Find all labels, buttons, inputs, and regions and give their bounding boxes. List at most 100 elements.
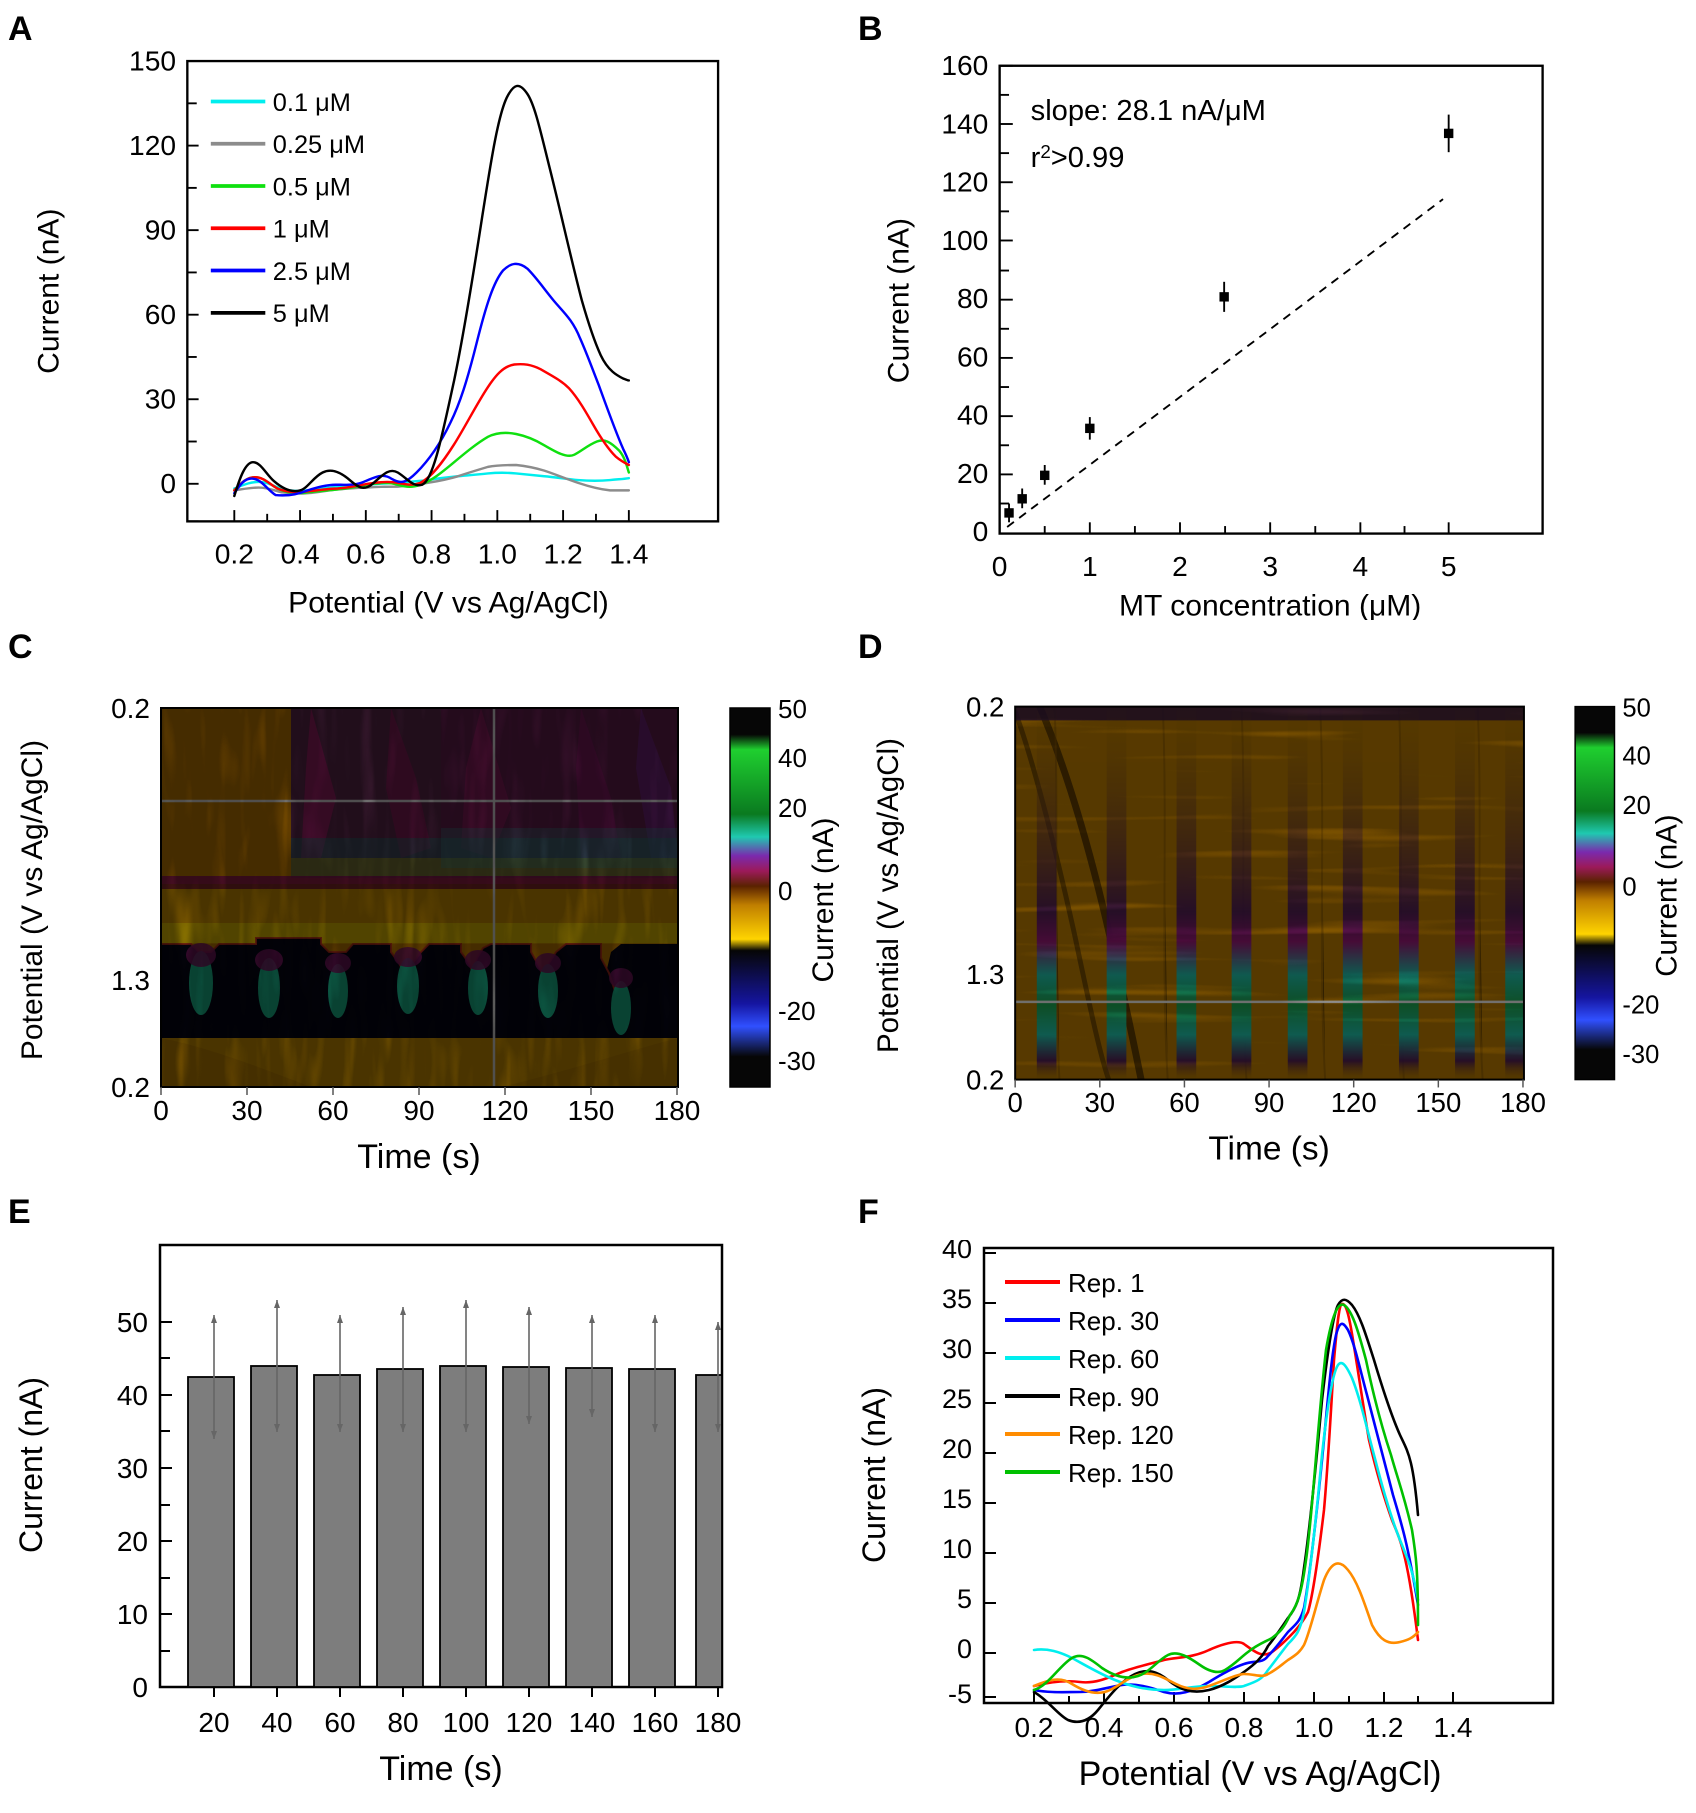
svg-text:Potential (V vs Ag/AgCl): Potential (V vs Ag/AgCl) — [16, 740, 49, 1060]
svg-text:Time (s): Time (s) — [1208, 1130, 1329, 1167]
svg-text:0.2: 0.2 — [966, 1064, 1004, 1095]
svg-text:Potential (V vs Ag/AgCl): Potential (V vs Ag/AgCl) — [288, 586, 609, 619]
svg-text:180: 180 — [1500, 1087, 1546, 1118]
svg-text:0: 0 — [992, 550, 1008, 582]
svg-text:150: 150 — [568, 1095, 615, 1126]
svg-text:30: 30 — [231, 1095, 262, 1126]
svg-text:2.5 μM: 2.5 μM — [273, 258, 351, 286]
svg-text:180: 180 — [695, 1707, 742, 1738]
svg-text:Rep. 60: Rep. 60 — [1068, 1344, 1159, 1374]
svg-text:3: 3 — [1262, 550, 1278, 582]
svg-text:160: 160 — [632, 1707, 679, 1738]
svg-text:1.4: 1.4 — [609, 538, 648, 570]
svg-text:20: 20 — [778, 793, 807, 823]
svg-text:150: 150 — [1415, 1087, 1461, 1118]
svg-text:40: 40 — [1622, 743, 1650, 771]
svg-text:0.4: 0.4 — [280, 538, 319, 570]
svg-text:0.6: 0.6 — [346, 538, 385, 570]
svg-text:4: 4 — [1353, 550, 1369, 582]
svg-text:90: 90 — [403, 1095, 434, 1126]
svg-text:1.2: 1.2 — [1365, 1712, 1404, 1743]
svg-text:0: 0 — [153, 1095, 169, 1126]
svg-text:5: 5 — [957, 1584, 972, 1614]
svg-text:90: 90 — [145, 214, 176, 246]
svg-text:1: 1 — [1082, 550, 1098, 582]
svg-text:Time (s): Time (s) — [379, 1750, 502, 1788]
svg-text:-30: -30 — [1622, 1041, 1659, 1069]
svg-text:r2>0.99: r2>0.99 — [1031, 141, 1125, 174]
svg-text:-20: -20 — [778, 996, 816, 1026]
svg-text:60: 60 — [1169, 1087, 1200, 1118]
svg-text:120: 120 — [482, 1095, 529, 1126]
svg-text:0: 0 — [778, 876, 792, 906]
svg-text:80: 80 — [387, 1707, 418, 1738]
svg-text:Potential (V vs Ag/AgCl): Potential (V vs Ag/AgCl) — [872, 738, 905, 1053]
svg-text:Current (nA): Current (nA) — [883, 218, 916, 383]
svg-text:20: 20 — [198, 1707, 229, 1738]
svg-text:Rep. 90: Rep. 90 — [1068, 1382, 1159, 1412]
svg-text:40: 40 — [261, 1707, 292, 1738]
svg-text:40: 40 — [778, 743, 807, 773]
svg-text:60: 60 — [324, 1707, 355, 1738]
svg-text:2: 2 — [1172, 550, 1188, 582]
svg-text:0: 0 — [132, 1672, 148, 1703]
svg-text:0: 0 — [1007, 1087, 1022, 1118]
svg-text:60: 60 — [317, 1095, 348, 1126]
svg-text:Potential (V vs Ag/AgCl): Potential (V vs Ag/AgCl) — [1079, 1755, 1442, 1793]
svg-text:-30: -30 — [778, 1046, 816, 1076]
svg-text:1.3: 1.3 — [966, 959, 1004, 990]
svg-text:30: 30 — [942, 1334, 972, 1364]
svg-text:20: 20 — [957, 457, 988, 489]
svg-text:30: 30 — [1084, 1087, 1115, 1118]
svg-text:20: 20 — [1622, 792, 1650, 820]
svg-text:120: 120 — [941, 166, 988, 198]
svg-text:140: 140 — [941, 107, 988, 139]
svg-text:Current (nA): Current (nA) — [856, 1387, 892, 1563]
svg-text:5: 5 — [1441, 550, 1457, 582]
svg-text:40: 40 — [957, 399, 988, 431]
svg-text:0.2: 0.2 — [966, 691, 1004, 722]
svg-text:Current (nA): Current (nA) — [1650, 814, 1683, 976]
svg-text:30: 30 — [117, 1453, 148, 1484]
svg-text:0.5 μM: 0.5 μM — [273, 173, 351, 201]
svg-text:Current (nA): Current (nA) — [33, 209, 66, 374]
svg-text:0.25 μM: 0.25 μM — [273, 131, 365, 159]
svg-text:35: 35 — [942, 1284, 972, 1314]
svg-text:120: 120 — [1331, 1087, 1377, 1118]
svg-text:1.0: 1.0 — [1295, 1712, 1334, 1743]
svg-text:160: 160 — [941, 49, 988, 81]
svg-text:0.8: 0.8 — [1225, 1712, 1264, 1743]
svg-text:5 μM: 5 μM — [273, 300, 330, 328]
svg-text:0.2: 0.2 — [1015, 1712, 1054, 1743]
svg-text:0.1 μM: 0.1 μM — [273, 89, 351, 117]
svg-text:Current (nA): Current (nA) — [807, 817, 840, 982]
svg-text:50: 50 — [117, 1307, 148, 1338]
svg-text:1 μM: 1 μM — [273, 216, 330, 244]
svg-text:slope: 28.1 nA/μM: slope: 28.1 nA/μM — [1031, 95, 1266, 127]
svg-text:50: 50 — [778, 694, 807, 724]
svg-text:50: 50 — [1622, 694, 1650, 722]
svg-text:0.2: 0.2 — [111, 693, 150, 724]
svg-text:0.2: 0.2 — [111, 1072, 150, 1103]
svg-text:MT concentration (μM): MT concentration (μM) — [1119, 589, 1421, 620]
svg-text:1.3: 1.3 — [111, 965, 150, 996]
svg-text:1.0: 1.0 — [478, 538, 517, 570]
svg-text:40: 40 — [117, 1380, 148, 1411]
svg-text:90: 90 — [1254, 1087, 1285, 1118]
svg-text:-20: -20 — [1622, 992, 1659, 1020]
svg-text:Rep. 30: Rep. 30 — [1068, 1306, 1159, 1336]
svg-text:20: 20 — [942, 1434, 972, 1464]
svg-text:120: 120 — [129, 129, 176, 161]
svg-text:60: 60 — [145, 298, 176, 330]
svg-text:0: 0 — [957, 1634, 972, 1664]
svg-text:30: 30 — [145, 383, 176, 415]
svg-text:0: 0 — [973, 515, 989, 547]
svg-text:100: 100 — [941, 224, 988, 256]
svg-text:1.2: 1.2 — [544, 538, 583, 570]
svg-text:180: 180 — [654, 1095, 701, 1126]
svg-text:120: 120 — [506, 1707, 553, 1738]
svg-text:1.4: 1.4 — [1434, 1712, 1473, 1743]
svg-text:150: 150 — [129, 44, 176, 76]
svg-text:60: 60 — [957, 340, 988, 372]
svg-text:Current (nA): Current (nA) — [13, 1377, 49, 1553]
